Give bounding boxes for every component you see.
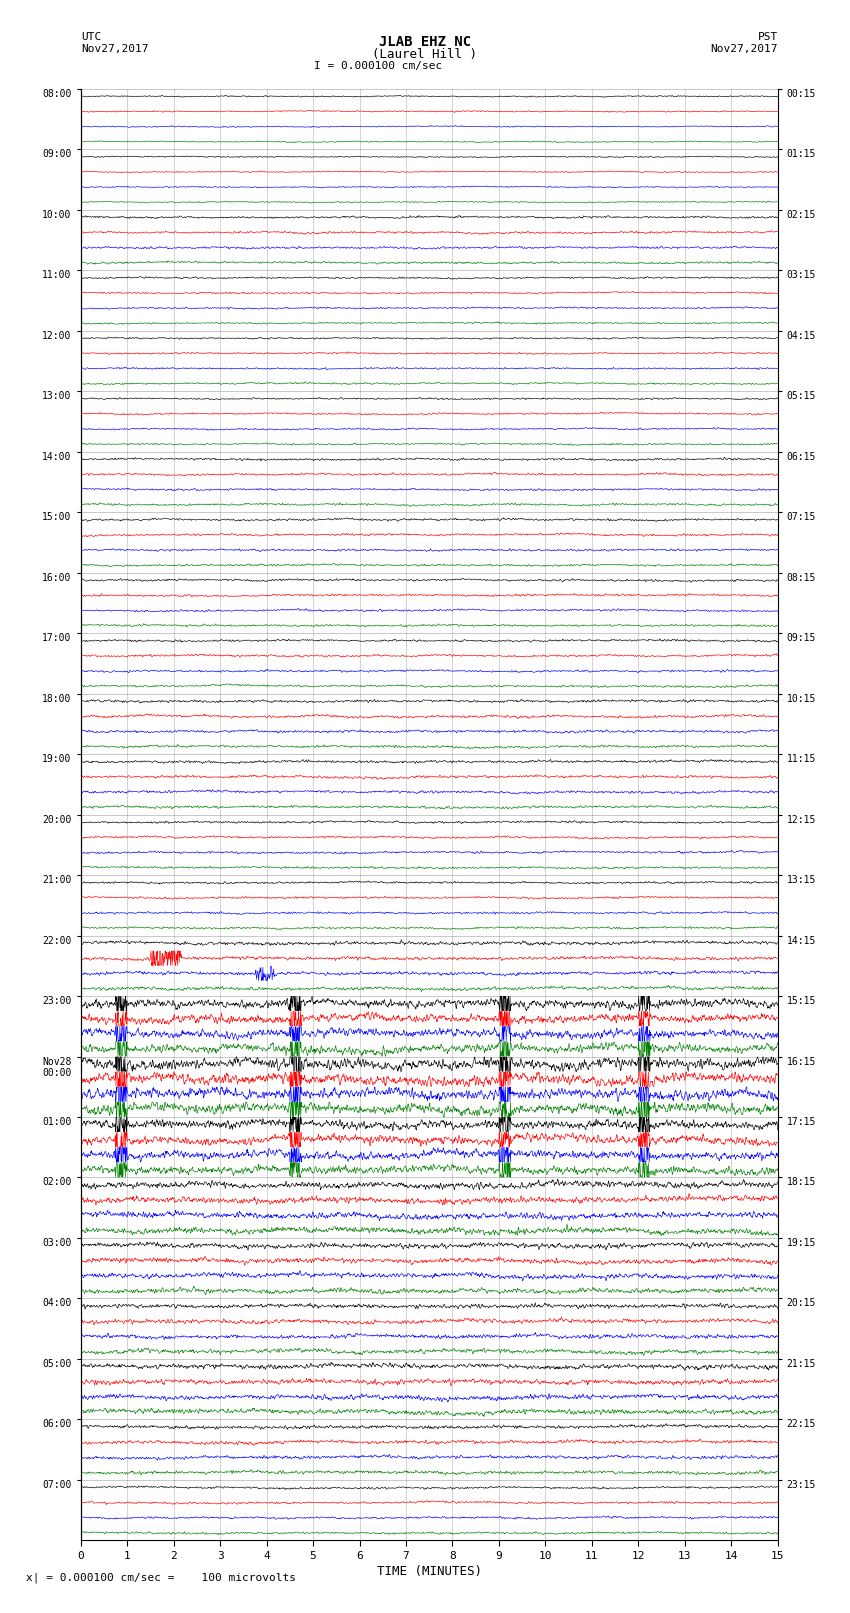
Text: I = 0.000100 cm/sec: I = 0.000100 cm/sec bbox=[314, 61, 443, 71]
Text: x| = 0.000100 cm/sec =    100 microvolts: x| = 0.000100 cm/sec = 100 microvolts bbox=[26, 1573, 296, 1584]
Text: JLAB EHZ NC: JLAB EHZ NC bbox=[379, 35, 471, 50]
Text: (Laurel Hill ): (Laurel Hill ) bbox=[372, 48, 478, 61]
X-axis label: TIME (MINUTES): TIME (MINUTES) bbox=[377, 1565, 482, 1578]
Text: UTC
Nov27,2017: UTC Nov27,2017 bbox=[81, 32, 148, 53]
Text: PST
Nov27,2017: PST Nov27,2017 bbox=[711, 32, 778, 53]
